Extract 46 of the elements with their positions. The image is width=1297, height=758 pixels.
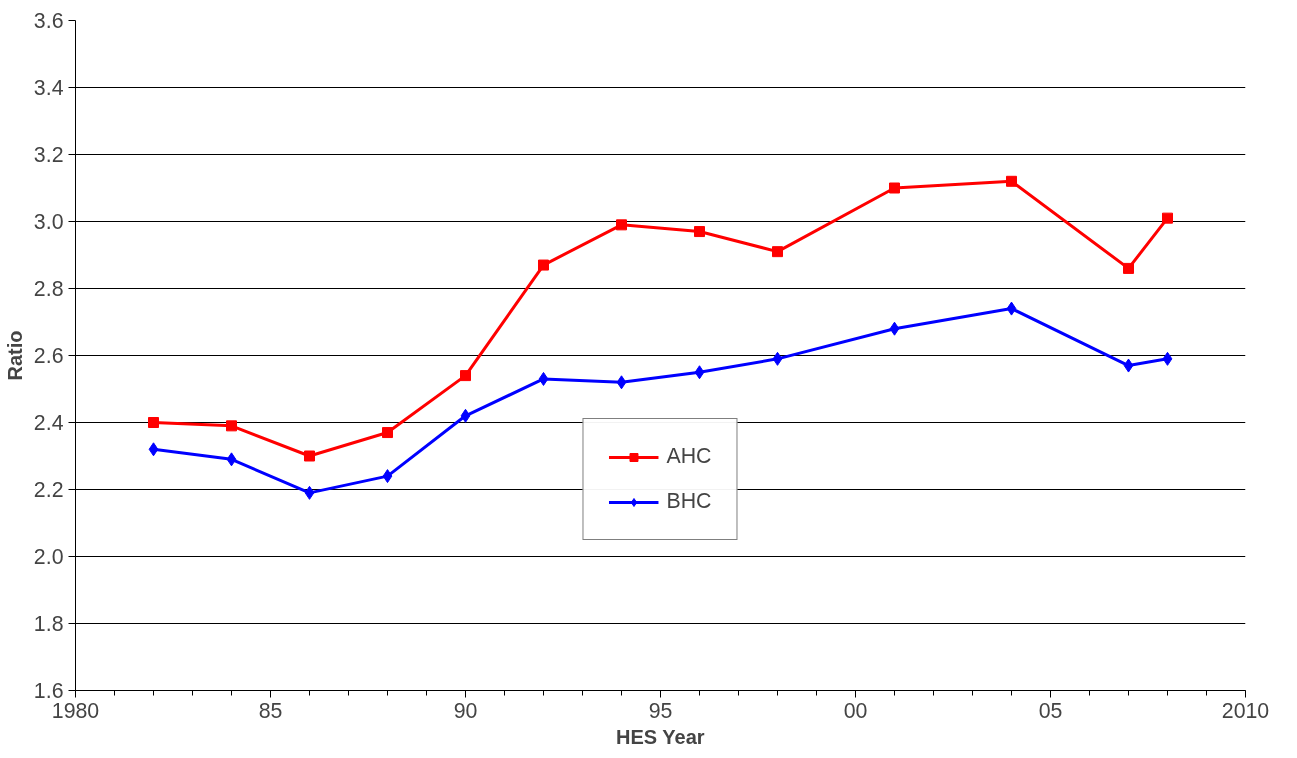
- y-tick-label: 2.0: [33, 545, 64, 569]
- point: [1123, 262, 1134, 274]
- y-tick-label: 2.8: [33, 277, 64, 301]
- y-tick-label: 3.6: [33, 9, 64, 33]
- point: [772, 351, 783, 366]
- x-tick-label: 85: [258, 698, 283, 723]
- point: [1162, 212, 1173, 224]
- y-tick-label: 3.4: [33, 76, 64, 100]
- point: [616, 375, 627, 390]
- y-axis-title: Ratio: [3, 330, 26, 381]
- point: [148, 442, 159, 457]
- point: [694, 226, 705, 238]
- y-tick-label: 1.8: [33, 612, 64, 636]
- point: [460, 408, 471, 423]
- y-tick-label: 2.2: [33, 478, 64, 502]
- point: [148, 417, 159, 428]
- x-tick-label: 00: [843, 698, 868, 723]
- point: [889, 321, 900, 336]
- point: [1162, 351, 1173, 366]
- x-tick-label: 95: [648, 698, 673, 723]
- x-tick-label: 2010: [1221, 698, 1270, 723]
- y-tick-label: 3.2: [33, 143, 64, 167]
- x-axis-title: HES Year: [616, 725, 705, 748]
- point: [1123, 358, 1134, 373]
- point: [226, 452, 237, 467]
- x-tick-label: 90: [453, 698, 478, 723]
- y-tick-label: 2.6: [33, 344, 64, 368]
- point: [304, 450, 315, 462]
- point: [226, 420, 237, 432]
- y-tick-label: 3.0: [33, 210, 64, 234]
- point: [1006, 175, 1017, 187]
- point: [382, 427, 393, 439]
- y-tick-label: 2.4: [33, 411, 64, 435]
- legend-label: AHC: [666, 444, 712, 469]
- point: [694, 365, 705, 380]
- legend-label: BHC: [666, 489, 712, 514]
- point: [772, 246, 783, 258]
- point: [460, 370, 471, 382]
- point: [538, 259, 549, 271]
- point: [382, 469, 393, 484]
- x-tick-label: 05: [1038, 698, 1063, 723]
- point: [616, 219, 627, 231]
- point: [1006, 301, 1017, 316]
- point: [538, 371, 549, 386]
- point: [889, 182, 900, 194]
- point: [304, 485, 315, 500]
